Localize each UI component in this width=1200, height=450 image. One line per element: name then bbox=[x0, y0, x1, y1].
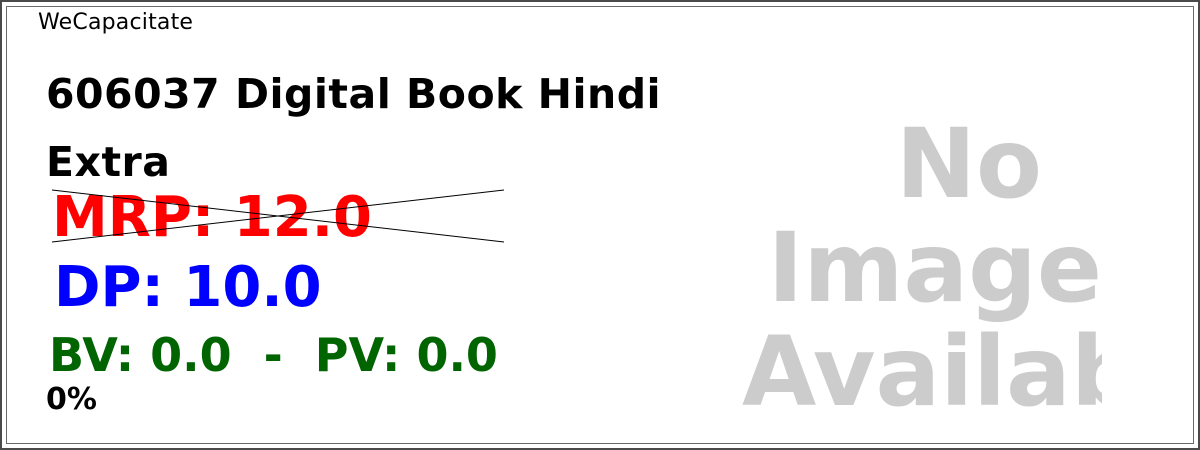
strikethrough-cross bbox=[51, 189, 505, 243]
placeholder-line-3: Available bbox=[742, 316, 1102, 412]
mrp-block: MRP: 12.0 bbox=[51, 186, 512, 250]
placeholder-line-1: No bbox=[895, 112, 1042, 220]
brand-name: WeCapacitate bbox=[38, 10, 194, 35]
card-inner-border bbox=[6, 6, 1194, 444]
discount-percent: 0% bbox=[46, 382, 97, 417]
bv-pv-values: BV: 0.0 - PV: 0.0 bbox=[49, 328, 498, 382]
product-title: 606037 Digital Book Hindi Extra bbox=[46, 70, 662, 186]
dp-price: DP: 10.0 bbox=[54, 255, 322, 320]
placeholder-line-2: Image bbox=[767, 212, 1102, 324]
no-image-placeholder: No Image Available bbox=[742, 112, 1102, 412]
strike-line-up bbox=[51, 189, 505, 243]
